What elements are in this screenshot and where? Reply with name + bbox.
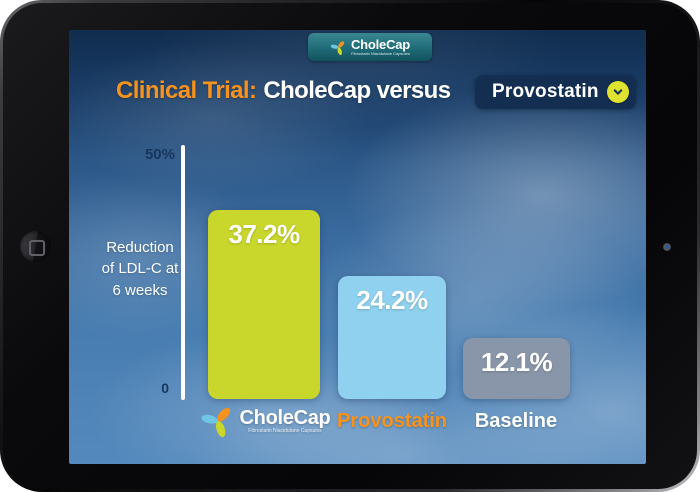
y-axis-label: Reduction of LDL-C at 6 weeks [101,239,179,299]
page-title-main: CholeCap versus [263,77,451,104]
bar-baseline: 12.1% [463,338,570,399]
tablet-frame: CholeCap Fibrostatin Niacidutane Capsule… [3,3,697,489]
bar-value-baseline: 12.1% [480,347,553,377]
home-button-square-icon [29,240,45,256]
page-title-prefix: Clinical Trial: [116,77,257,104]
camera-icon [663,243,671,251]
home-button[interactable] [20,231,51,262]
category-label-cholecap: CholeCap Fibrostatin Niacidutane Capsule… [190,403,340,439]
category-label-provostatin: Provostatin [336,410,448,432]
chevron-down-icon [607,81,629,103]
cholecap-logo-icon [330,40,345,55]
bar-value-cholecap: 37.2% [228,219,300,249]
comparator-dropdown[interactable]: Provostatin [475,75,636,109]
y-axis-tick-50: 50% [144,146,175,163]
category-label-baseline: Baseline [474,410,558,432]
brand-tab[interactable]: CholeCap Fibrostatin Niacidutane Capsule… [308,33,432,61]
brand-tagline: Fibrostatin Niacidutane Capsules [351,51,410,56]
brand-name: CholeCap [350,37,411,52]
y-axis-tick-0: 0 [161,380,169,396]
page-title: Clinical Trial: CholeCap versus [116,77,451,105]
bar-value-provostatin: 24.2% [356,285,428,315]
screen: CholeCap Fibrostatin Niacidutane Capsule… [69,30,646,464]
category-brand-tagline: Fibrostatin Niacidutane Capsules [248,428,322,434]
y-axis-line [181,145,185,400]
comparator-dropdown-value: Provostatin [492,81,599,102]
category-brand-name: CholeCap [239,407,331,429]
cholecap-logo-icon [201,407,230,438]
bar-provostatin: 24.2% [338,276,446,399]
bar-cholecap: 37.2% [208,210,320,399]
